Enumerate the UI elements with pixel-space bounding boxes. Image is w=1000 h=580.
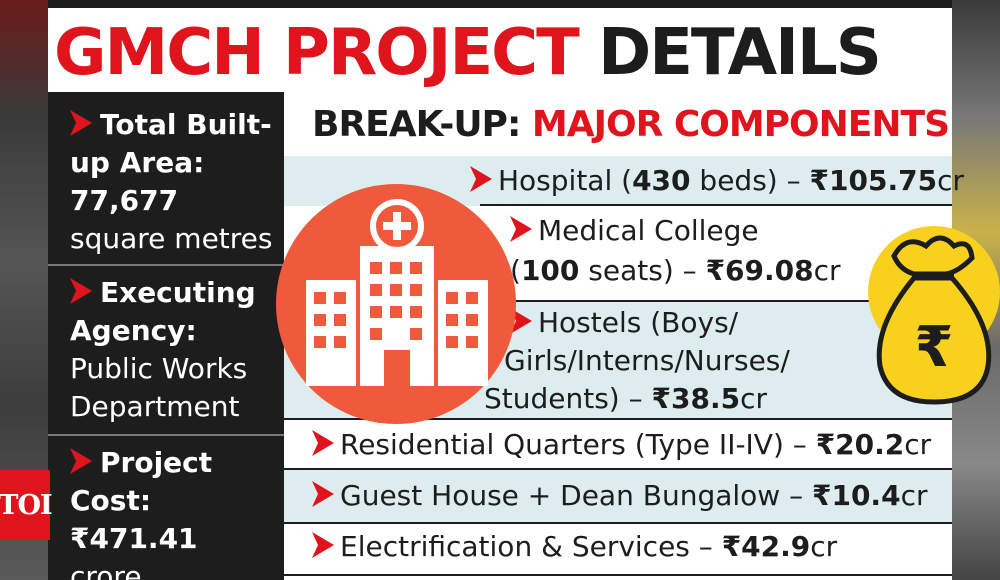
toi-logo-text: TOI bbox=[0, 489, 53, 521]
area-value: 77,677 bbox=[70, 184, 179, 217]
component-medical-college: Medical College bbox=[510, 214, 759, 248]
component-text: ( bbox=[510, 254, 521, 287]
component-text: Medical College bbox=[538, 214, 759, 247]
row-divider bbox=[480, 300, 952, 302]
arrow-icon bbox=[70, 276, 92, 304]
cost-block: Project Cost: ₹471.41 crore bbox=[48, 444, 284, 580]
toi-logo: TOI bbox=[0, 470, 53, 540]
component-text: Students) – bbox=[484, 382, 652, 415]
row-bg bbox=[284, 470, 952, 522]
component-residential: Residential Quarters (Type II-IV) – ₹20.… bbox=[312, 428, 931, 462]
breakup-heading-dark: BREAK-UP: bbox=[312, 104, 521, 145]
area-unit: square metres bbox=[70, 222, 273, 255]
area-block: Total Built-up Area: 77,677 square metre… bbox=[48, 106, 284, 258]
row-divider bbox=[284, 522, 952, 524]
component-hospital: Hospital (430 beds) – ₹105.75cr bbox=[470, 164, 964, 198]
svg-text:₹: ₹ bbox=[915, 315, 954, 380]
component-unit: cr bbox=[904, 428, 932, 461]
title-bar: GMCH PROJECT DETAILS bbox=[48, 0, 952, 88]
component-medical-college-line2: (100 seats) – ₹69.08cr bbox=[510, 254, 841, 288]
infographic-card: GMCH PROJECT DETAILS Total Built-up Area… bbox=[48, 0, 1000, 580]
row-divider bbox=[480, 204, 952, 206]
cost-unit: crore bbox=[70, 560, 142, 580]
arrow-icon bbox=[312, 430, 334, 456]
row-divider bbox=[284, 418, 952, 420]
title-red: GMCH PROJECT bbox=[54, 16, 580, 90]
row-divider bbox=[284, 574, 952, 576]
component-count: 100 bbox=[520, 254, 580, 287]
component-unit: cr bbox=[740, 382, 768, 415]
component-cost: ₹42.9 bbox=[721, 530, 811, 563]
arrow-icon bbox=[312, 481, 334, 507]
left-panel: Total Built-up Area: 77,677 square metre… bbox=[48, 92, 284, 580]
breakup-heading-red: MAJOR COMPONENTS bbox=[531, 104, 950, 145]
component-hostels: Hostels (Boys/ bbox=[510, 306, 738, 340]
arrow-icon bbox=[470, 166, 492, 192]
component-unit: cr bbox=[900, 479, 928, 512]
breakup-heading: BREAK-UP: MAJOR COMPONENTS bbox=[312, 104, 950, 145]
component-cost: ₹38.5 bbox=[651, 382, 741, 415]
component-unit: cr bbox=[937, 164, 964, 197]
component-unit: cr bbox=[810, 530, 838, 563]
arrow-icon bbox=[312, 532, 334, 558]
arrow-icon bbox=[510, 216, 532, 242]
component-text: Girls/Interns/Nurses/ bbox=[504, 344, 790, 377]
component-cost: ₹105.75 bbox=[809, 164, 938, 197]
hospital-icon bbox=[276, 184, 516, 424]
component-text: Hospital ( bbox=[498, 164, 633, 197]
arrow-icon bbox=[70, 446, 92, 474]
component-electrification: Electrification & Services – ₹42.9cr bbox=[312, 530, 837, 564]
component-hostels-line2: Girls/Interns/Nurses/ bbox=[504, 344, 790, 378]
agency-block: Executing Agency: Public Works Departmen… bbox=[48, 274, 284, 426]
area-label: Total Built-up Area: bbox=[70, 108, 272, 179]
page-title: GMCH PROJECT DETAILS bbox=[54, 16, 882, 90]
component-cost: ₹10.4 bbox=[811, 479, 901, 512]
component-count: 430 bbox=[632, 164, 691, 197]
agency-value: Public Works Department bbox=[70, 352, 248, 423]
component-cost: ₹20.2 bbox=[815, 428, 905, 461]
title-dark: DETAILS bbox=[598, 16, 882, 90]
component-text: Hostels (Boys/ bbox=[538, 306, 739, 339]
component-text: Electrification & Services – bbox=[340, 530, 722, 563]
component-hostels-line3: Students) – ₹38.5cr bbox=[484, 382, 767, 416]
cost-label: Project Cost: bbox=[70, 446, 213, 517]
agency-label: Executing Agency: bbox=[70, 276, 256, 347]
component-unit: cr bbox=[813, 254, 841, 287]
arrow-icon bbox=[70, 108, 92, 136]
component-text: Residential Quarters (Type II-IV) – bbox=[340, 428, 816, 461]
row-divider bbox=[284, 468, 952, 470]
component-cost: ₹69.08 bbox=[705, 254, 814, 287]
component-text: beds) – bbox=[690, 164, 810, 197]
component-text: seats) – bbox=[579, 254, 706, 287]
divider bbox=[48, 434, 284, 436]
component-text: Guest House + Dean Bungalow – bbox=[340, 479, 812, 512]
cost-value: ₹471.41 bbox=[70, 522, 198, 555]
component-guest-house: Guest House + Dean Bungalow – ₹10.4cr bbox=[312, 479, 927, 513]
divider bbox=[48, 264, 284, 266]
money-bag-icon: ₹ bbox=[868, 226, 1000, 405]
